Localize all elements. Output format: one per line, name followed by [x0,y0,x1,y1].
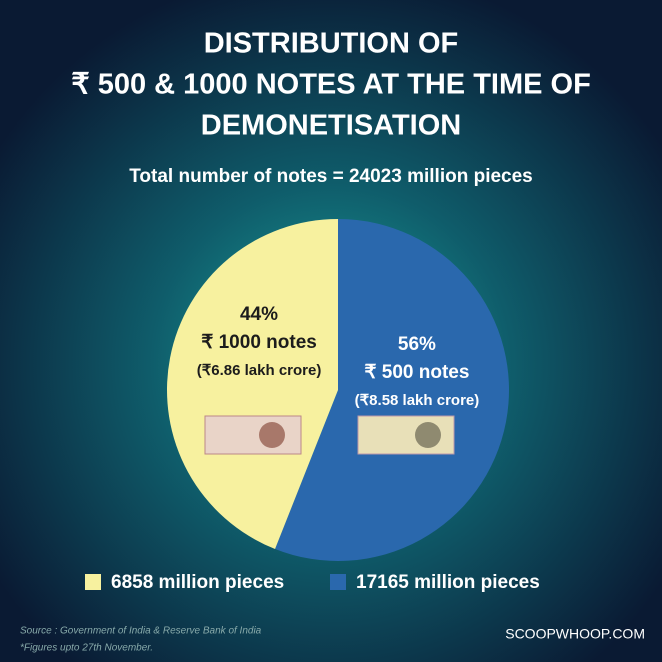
slice-category: ₹ 1000 notes [201,332,317,353]
subtitle: Total number of notes = 24023 million pi… [129,166,533,187]
slice-category: ₹ 500 notes [364,362,469,383]
brand: SCOOPWHOOP.COM [505,626,645,642]
pie: 56% ₹ 500 notes (₹8.58 lakh crore) 44% ₹ 100… [167,219,510,561]
legend-swatch [330,574,346,590]
pie-slice [167,219,338,549]
title-line: ₹ 500 & 1000 NOTES AT THE TIME OF [71,69,591,101]
footnote: *Figures upto 27th November. [20,643,153,654]
legend-label: 6858 million pieces [111,572,284,593]
legend-swatch [85,574,101,590]
note [204,415,302,455]
note-portrait [415,422,441,448]
legend-label: 17165 million pieces [356,572,540,593]
slice-amount: (₹8.58 lakh crore) [355,392,480,409]
pie-slice [275,219,510,561]
source: Source : Government of India & Reserve B… [20,626,262,637]
note-portrait [259,422,285,448]
title-line: DISTRIBUTION OF [204,28,459,60]
title-line: DEMONETISATION [201,110,461,142]
slice-percent: 56% [398,334,436,355]
slice-percent: 44% [240,304,278,325]
slice-amount: (₹6.86 lakh crore) [197,362,322,379]
banknote-1000 [204,415,302,455]
banknote-500 [357,415,455,455]
legend: 17165 million pieces 6858 million pieces [85,572,540,593]
